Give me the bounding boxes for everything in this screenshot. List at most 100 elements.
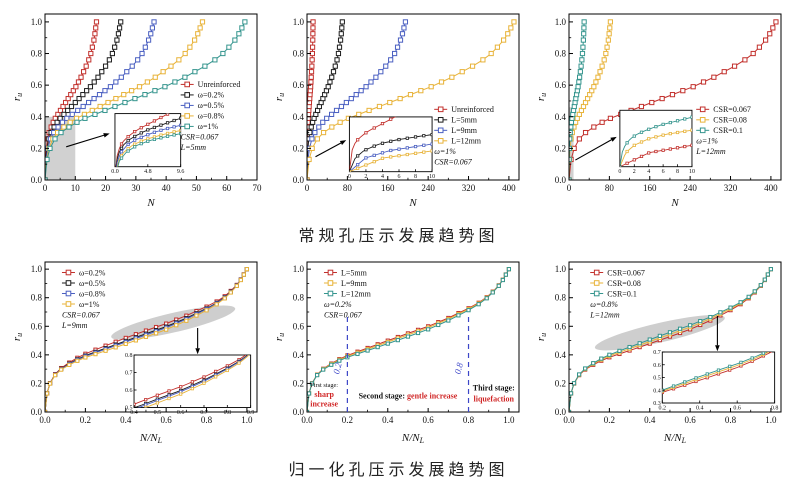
svg-text:0.2: 0.2 [30,378,41,388]
svg-text:0.2: 0.2 [79,415,90,425]
svg-text:160: 160 [643,183,657,193]
chart-normalized-stages: 0.0 0.2 0.4 0.6 0.8 1.0 0.0 0.2 0.4 0.6 0.8 1.0 N/NL… [270,256,527,448]
svg-text:0.5: 0.5 [125,406,133,412]
svg-text:increase: increase [310,399,338,408]
svg-text:1.0: 1.0 [30,264,42,274]
svg-text:0.6: 0.6 [733,406,741,412]
row-normalized-charts: 0.0 0.2 0.4 0.6 0.8 1.0 0.0 0.2 0.4 0.6 0.8 1.0 N/NL… [0,256,797,448]
svg-text:CSR=0.067: CSR=0.067 [180,133,219,142]
svg-text:0.4: 0.4 [292,112,304,122]
svg-text:ru: ru [273,333,286,341]
svg-text:10: 10 [70,183,80,193]
svg-text:0.0: 0.0 [301,415,313,425]
svg-text:0.0: 0.0 [292,175,304,185]
svg-text:L=12mm: L=12mm [695,147,726,156]
svg-text:0.8: 0.8 [30,293,42,303]
svg-text:0.2: 0.2 [331,361,344,375]
svg-text:1.0: 1.0 [554,264,566,274]
svg-text:0.8: 0.8 [30,49,42,59]
svg-text:liquefaction: liquefaction [473,394,514,403]
svg-text:80: 80 [342,183,352,193]
svg-text:0.0: 0.0 [111,169,119,175]
svg-text:L=5mm: L=5mm [340,268,367,277]
svg-text:0.4: 0.4 [554,112,566,122]
svg-text:4: 4 [380,174,383,180]
svg-text:60: 60 [222,183,232,193]
svg-text:L=12mm: L=12mm [340,289,371,298]
svg-text:40: 40 [161,183,171,193]
svg-text:10: 10 [429,174,435,180]
svg-text:ru: ru [535,93,548,101]
svg-text:ω=0.8%: ω=0.8% [590,300,618,309]
svg-text:sharp: sharp [314,390,334,399]
svg-text:160: 160 [381,183,395,193]
svg-text:ru: ru [535,333,548,341]
svg-text:0: 0 [42,183,47,193]
svg-text:240: 240 [421,183,435,193]
caption-normalized: 归一化孔压示发展趋势图 [288,462,509,479]
svg-text:0.6: 0.6 [422,415,434,425]
svg-text:0.5: 0.5 [153,410,161,416]
svg-text:CSR=0.08: CSR=0.08 [607,279,641,288]
svg-text:0.0: 0.0 [554,407,566,417]
svg-text:0.2: 0.2 [603,415,614,425]
svg-text:ω=0.2%: ω=0.2% [197,91,224,100]
svg-text:1.0: 1.0 [292,264,304,274]
svg-text:320: 320 [461,183,475,193]
svg-text:ω=0.8%: ω=0.8% [197,112,224,121]
svg-text:240: 240 [683,183,697,193]
svg-text:0.0: 0.0 [563,415,575,425]
svg-text:320: 320 [723,183,737,193]
svg-text:0.8: 0.8 [554,49,566,59]
svg-text:400: 400 [764,183,778,193]
svg-text:ω=1%: ω=1% [197,122,218,131]
svg-text:0.3: 0.3 [653,401,661,407]
svg-text:0.6: 0.6 [554,321,566,331]
svg-text:0.0: 0.0 [292,407,304,417]
svg-text:1.0: 1.0 [292,17,304,27]
svg-text:2: 2 [364,174,367,180]
svg-text:0.6: 0.6 [125,388,133,394]
svg-text:ru: ru [11,333,24,341]
chart-svg-conventional-drain-length: 0 80 160 240 320 4000.00.20.40.60.81.0NruUnre… [270,8,527,214]
svg-text:0.2: 0.2 [292,378,303,388]
svg-text:L=9mm: L=9mm [451,126,478,135]
svg-text:0.6: 0.6 [684,415,696,425]
svg-text:Third stage:: Third stage: [472,384,514,393]
svg-text:0.0: 0.0 [30,175,42,185]
svg-text:L=5mm: L=5mm [451,116,478,125]
chart-svg-normalized-stages: 0.0 0.2 0.4 0.6 0.8 1.0 0.0 0.2 0.4 0.6 0.8 1.0 N/NL… [270,256,527,448]
svg-text:20: 20 [101,183,111,193]
svg-text:N: N [146,197,155,209]
svg-text:N: N [670,197,679,209]
svg-text:0.0: 0.0 [30,407,42,417]
svg-text:L=12mm: L=12mm [589,310,620,319]
svg-text:0.6: 0.6 [292,321,304,331]
svg-text:70: 70 [252,183,262,193]
svg-text:0.0: 0.0 [554,175,566,185]
svg-text:0.8: 0.8 [452,361,465,375]
svg-text:0.6: 0.6 [30,80,42,90]
svg-text:N: N [408,197,417,209]
svg-text:Second stage: gentle increase: Second stage: gentle increase [358,391,457,400]
svg-text:0.4: 0.4 [130,410,138,416]
svg-text:0: 0 [304,183,309,193]
svg-text:50: 50 [191,183,201,193]
svg-text:0.7: 0.7 [200,410,208,416]
svg-text:1.0: 1.0 [554,17,566,27]
svg-text:ω=1%: ω=1% [696,137,718,146]
svg-text:0.4: 0.4 [653,388,661,394]
svg-text:0.7: 0.7 [653,350,661,356]
caption-conventional: 常规孔压示发展趋势图 [298,228,499,245]
svg-text:L=9mm: L=9mm [60,321,87,330]
svg-text:0.4: 0.4 [382,415,394,425]
svg-text:1.0: 1.0 [241,415,253,425]
svg-text:CSR=0.1: CSR=0.1 [713,126,743,135]
svg-text:ω=0.5%: ω=0.5% [78,279,105,288]
svg-text:1.0: 1.0 [30,17,42,27]
svg-text:ω=1%: ω=1% [434,147,456,156]
